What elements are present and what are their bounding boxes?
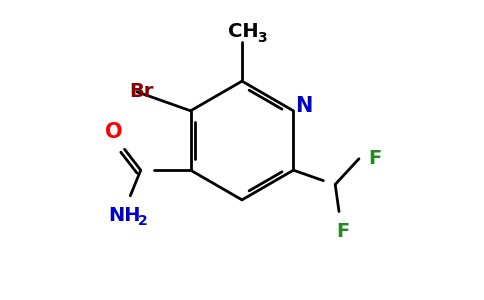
Text: O: O xyxy=(106,122,123,142)
Text: F: F xyxy=(368,149,382,168)
Text: Br: Br xyxy=(130,82,154,101)
Text: CH: CH xyxy=(227,22,258,41)
Text: NH: NH xyxy=(108,206,141,225)
Text: F: F xyxy=(337,222,350,242)
Text: 2: 2 xyxy=(138,214,148,229)
Text: 3: 3 xyxy=(257,32,267,45)
Text: N: N xyxy=(295,96,313,116)
